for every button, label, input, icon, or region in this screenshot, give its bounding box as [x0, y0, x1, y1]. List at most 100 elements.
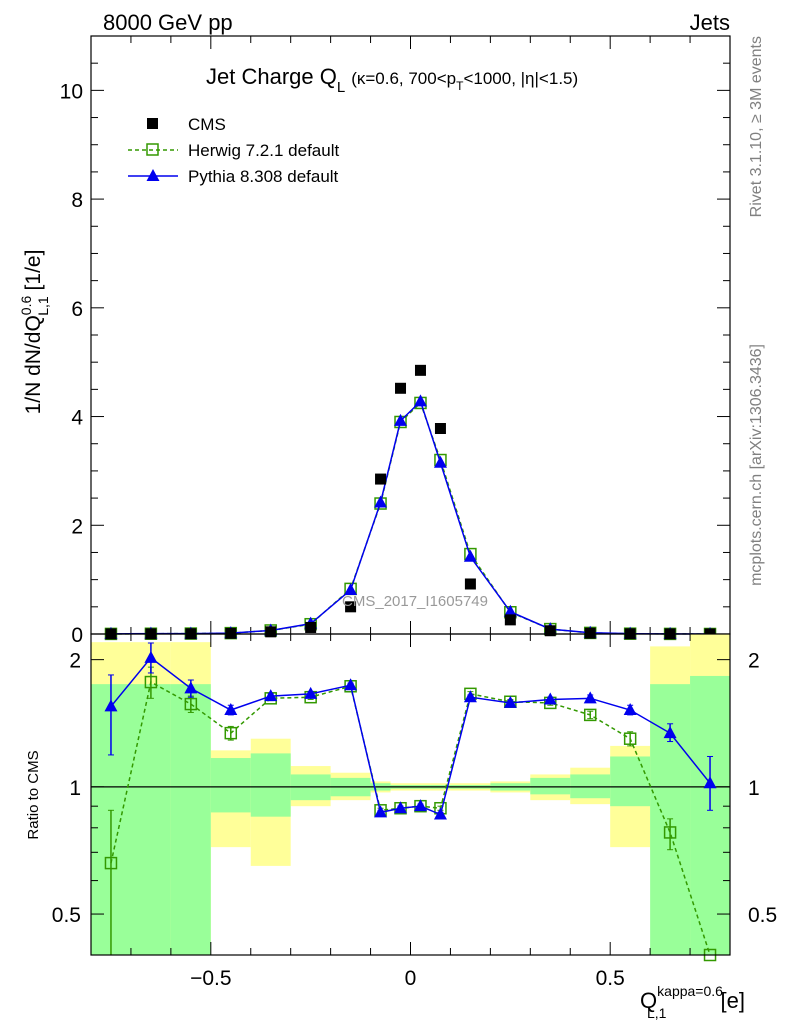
- ratio-band-inner: [690, 675, 730, 955]
- main-pythia-point: [413, 394, 427, 407]
- mcplots-label: mcplots.cern.ch [arXiv:1306.3436]: [748, 344, 765, 586]
- main-cms-point: [345, 601, 357, 613]
- ratio-pythia-point: [304, 686, 318, 699]
- ratio-herwig-point: [104, 856, 118, 870]
- ratio-y-tick-label: 0.5: [52, 904, 81, 927]
- main-y-label-text: 1/N dN/dQ: [22, 315, 45, 414]
- title-detail: (κ=0.6, 700<p: [351, 69, 456, 88]
- x-axis-label-sup: kappa=0.6: [657, 983, 723, 999]
- rivet-label: Rivet 3.1.10, ≥ 3M events: [748, 36, 765, 217]
- ratio-y-label: Ratio to CMS: [25, 750, 42, 839]
- ratio-herwig-point: [144, 675, 158, 689]
- main-y-tick-label: 6: [71, 298, 83, 321]
- ratio-band-inner: [530, 777, 571, 795]
- ratio-x-tick-label: −0.5: [190, 967, 231, 990]
- ratio-band-inner: [91, 684, 171, 955]
- ratio-herwig-point: [184, 697, 198, 711]
- x-axis-label-text: Q: [640, 988, 657, 1013]
- main-panel: 0 2 4 6 8 10: [60, 35, 731, 647]
- title-detail-end: <1000, |η|<1.5): [463, 69, 578, 88]
- title-main: Jet Charge Q: [206, 64, 337, 89]
- ratio-pythia-point: [224, 703, 238, 716]
- ratio-pythia-point: [264, 689, 278, 702]
- main-cms-point: [375, 473, 387, 485]
- legend-marker-herwig: [146, 143, 159, 156]
- main-y-tick-label: 10: [60, 80, 83, 103]
- main-cms-point: [464, 578, 476, 590]
- main-cms-point: [544, 625, 556, 637]
- ratio-panel: 0.5 0.5 1 1 2 2 −0.5 0 0.5: [52, 633, 777, 990]
- main-cms-point: [305, 621, 317, 633]
- legend-marker-cms: [147, 118, 158, 129]
- x-axis-label-unit: [e]: [714, 988, 745, 1013]
- analysis-watermark: CMS_2017_I1605749: [342, 593, 488, 610]
- ratio-pythia-point: [374, 805, 388, 818]
- main-y-tick-label: 4: [71, 407, 83, 430]
- ratio-y-tick-label-right: 2: [748, 650, 760, 673]
- ratio-pythia-point: [543, 692, 557, 705]
- ratio-y-tick-label: 2: [69, 650, 81, 673]
- ratio-pythia-point: [503, 695, 517, 708]
- legend: CMS Herwig 7.2.1 default Pythia 8.308 de…: [128, 115, 339, 186]
- ratio-band-inner: [170, 684, 211, 955]
- legend-label-herwig: Herwig 7.2.1 default: [188, 141, 339, 160]
- ratio-frame: [90, 633, 731, 956]
- main-pythia-point: [374, 495, 388, 508]
- main-y-label-unit: [1/e]: [22, 250, 45, 297]
- ratio-band-inner: [610, 756, 651, 807]
- ratio-pythia-point: [623, 703, 637, 716]
- ratio-y-tick-label: 1: [69, 777, 81, 800]
- ratio-herwig-point: [583, 708, 597, 722]
- ratio-pythia-point: [144, 650, 158, 663]
- main-pythia-point: [503, 604, 517, 617]
- legend-label-pythia: Pythia 8.308 default: [188, 167, 339, 186]
- main-cms-point: [504, 614, 516, 626]
- x-axis-label: Qkappa=0.6 L,1 [e]: [640, 983, 745, 1021]
- ratio-pythia-line: [110, 656, 711, 816]
- ratio-band-inner: [210, 758, 251, 813]
- ratio-pythia-point: [344, 678, 358, 691]
- ratio-herwig-point: [224, 726, 238, 740]
- main-cms-point: [584, 627, 596, 639]
- ratio-herwig-point: [623, 732, 637, 745]
- main-pythia-point: [394, 413, 408, 426]
- ratio-pythia-point: [663, 726, 677, 739]
- main-pythia-point: [433, 455, 447, 468]
- ratio-band-inner: [250, 753, 291, 817]
- title-sub: L: [337, 79, 345, 96]
- main-pythia-point: [463, 549, 477, 562]
- main-cms-point: [225, 627, 237, 639]
- ratio-pythia-point: [394, 801, 408, 814]
- chart-title: Jet Charge QL (κ=0.6, 700<pT<1000, |η|<1.…: [206, 64, 578, 96]
- main-cms-point: [434, 423, 446, 435]
- ratio-y-tick-label-right: 0.5: [748, 904, 777, 927]
- process-label: Jets: [690, 10, 730, 35]
- ratio-pythia-point: [184, 681, 198, 694]
- ratio-pythia-point: [583, 691, 597, 704]
- ratio-herwig-line: [110, 680, 711, 956]
- main-y-label: 1/N dN/dQ0.6L,1 [1/e]: [18, 250, 51, 415]
- main-pythia-line: [110, 399, 711, 635]
- ratio-pythia-point: [463, 690, 477, 703]
- energy-label: 8000 GeV pp: [103, 10, 233, 35]
- main-cms-point: [414, 364, 426, 376]
- main-y-tick-label: 8: [71, 189, 83, 212]
- title-detail-sub: T: [456, 79, 464, 93]
- main-y-tick-label: 2: [71, 515, 83, 538]
- ratio-pythia-point: [413, 799, 427, 812]
- main-pythia-point: [344, 582, 358, 595]
- main-y-label-sub: L,1: [35, 296, 51, 316]
- ratio-pythia-point: [104, 699, 118, 712]
- ratio-pythia-point: [433, 807, 447, 820]
- ratio-y-tick-label-right: 1: [748, 777, 760, 800]
- ratio-x-tick-label: 0: [405, 967, 417, 990]
- main-cms-point: [395, 382, 407, 394]
- ratio-pythia-point: [703, 776, 717, 789]
- main-y-tick-label: 0: [71, 624, 83, 647]
- legend-label-cms: CMS: [188, 115, 226, 134]
- legend-marker-pythia: [146, 169, 160, 181]
- main-frame: [90, 35, 731, 635]
- main-y-label-sup: 0.6: [18, 296, 34, 316]
- x-axis-label-sub: L,1: [647, 1005, 667, 1021]
